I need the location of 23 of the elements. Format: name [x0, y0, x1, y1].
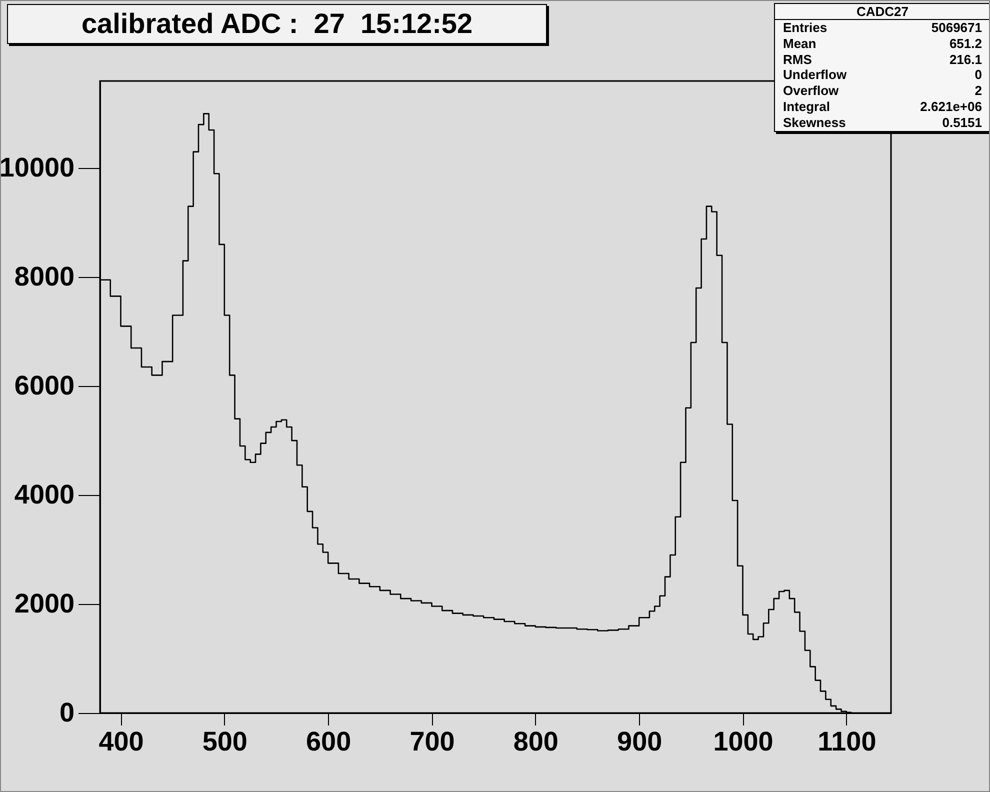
- x-tick-label: 500: [202, 726, 248, 756]
- x-tick-label: 700: [410, 726, 455, 756]
- x-tick-label: 1000: [713, 726, 774, 756]
- text: CADC27: [775, 4, 990, 20]
- x-tick-label: 400: [98, 726, 144, 756]
- y-tick-label: 2000: [14, 588, 74, 619]
- text: Integral 2.621e+06: [783, 98, 982, 114]
- x-tick-label: 1100: [818, 726, 876, 756]
- text: Underflow 0: [783, 67, 982, 82]
- y-tick-label: 6000: [14, 370, 74, 401]
- chart-title: calibrated ADC : 27 15:12:52: [7, 4, 547, 44]
- y-tick-label: 8000: [14, 262, 74, 292]
- y-tick-label: 4000: [14, 480, 74, 510]
- text: Entries 5069671: [783, 20, 982, 35]
- text: Skewness 0.5151: [783, 114, 982, 130]
- y-tick-label: 10000: [0, 152, 74, 183]
- text: RMS 216.1: [783, 52, 982, 67]
- y-tick-label: 0: [59, 698, 74, 728]
- x-tick-label: 800: [513, 726, 558, 756]
- x-tick-label: 600: [306, 726, 352, 756]
- text: Overflow 2: [783, 83, 982, 98]
- text: Mean 651.2: [783, 36, 982, 51]
- x-tick-label: 900: [617, 726, 662, 756]
